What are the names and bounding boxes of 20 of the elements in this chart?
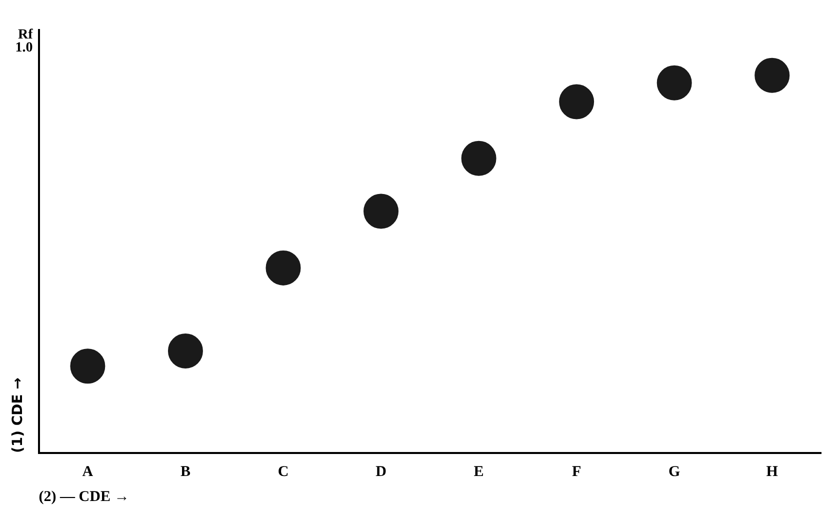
point bbox=[559, 84, 594, 120]
point bbox=[266, 250, 301, 286]
point bbox=[461, 140, 496, 176]
point bbox=[168, 334, 203, 369]
text: Rf bbox=[18, 28, 34, 43]
y-axis-title: (1) CDE → bbox=[10, 377, 26, 453]
x-tick-label: E bbox=[474, 464, 484, 480]
x-tick-label: A bbox=[82, 464, 94, 480]
point bbox=[364, 194, 399, 229]
x-tick-label: G bbox=[668, 464, 680, 480]
x-tick-label: H bbox=[766, 464, 778, 480]
x-tick-label: D bbox=[376, 464, 387, 480]
point bbox=[70, 348, 106, 384]
x-axis-title: (2) — CDE → bbox=[38, 488, 130, 505]
x-tick-label: C bbox=[278, 464, 289, 480]
text: 1.0 bbox=[15, 40, 33, 56]
point bbox=[656, 65, 692, 100]
x-tick-label: B bbox=[180, 464, 190, 480]
point bbox=[754, 58, 790, 93]
x-tick-label: F bbox=[572, 464, 582, 480]
